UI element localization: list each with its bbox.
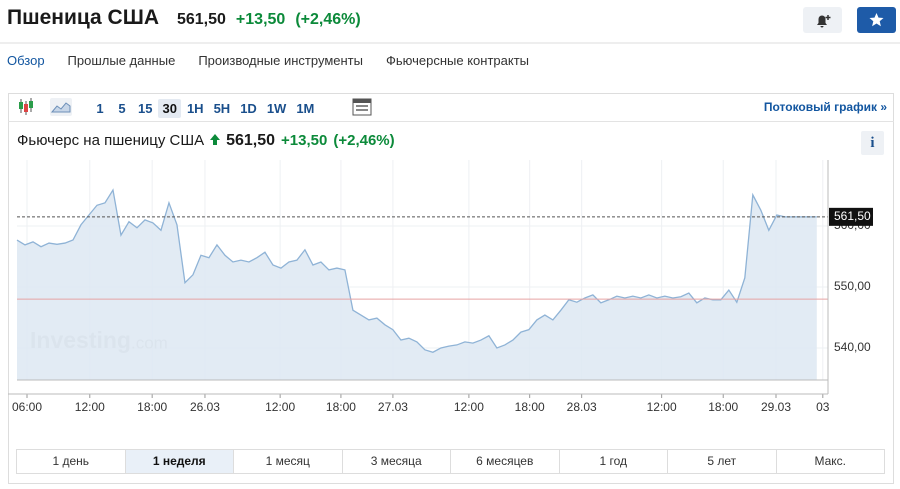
change: +13,50 (235, 11, 286, 28)
x-tick-label: 18:00 (515, 400, 545, 414)
change-percent: (+2,46%) (295, 11, 361, 28)
last-price-label: 561,50 (834, 209, 871, 223)
x-tick-label: 12:00 (647, 400, 677, 414)
chart-type-icons (19, 98, 72, 116)
tabs: Обзор Прошлые данные Производные инструмен… (7, 53, 529, 68)
star-icon (869, 13, 884, 27)
x-tick-label: 12:00 (75, 400, 105, 414)
header: Пшеница США 561,50 +13,50 (+2,46%) (7, 6, 361, 30)
x-tick-label: 12:00 (454, 400, 484, 414)
bell-icon (817, 15, 831, 28)
price: 561,50 (176, 11, 226, 28)
x-tick-label: 27.03 (378, 400, 408, 414)
interval-button[interactable]: 1H (186, 101, 204, 116)
tab[interactable]: Прошлые данные (67, 53, 176, 68)
chart-title: Фьючерс на пшеницу США (17, 132, 205, 149)
chart-change: +13,50 (281, 132, 328, 149)
range-button[interactable]: 1 месяц (233, 450, 342, 473)
chart: 06:00 12:00 18:00 26.03 12:00 18:00 27.03 12:00… (8, 160, 873, 414)
y-tick-label: 550,00 (834, 279, 871, 293)
y-tick-label: 540,00 (834, 340, 871, 354)
x-tick-label: 26.03 (190, 400, 220, 414)
range-selector: 1 день 1 неделя 1 месяц 3 месяца 6 месяцев 1 … (16, 449, 885, 474)
tab[interactable]: Производные инструменты (198, 53, 363, 68)
range-button[interactable]: 5 лет (667, 450, 776, 473)
watchlist-button[interactable] (857, 7, 896, 33)
range-button[interactable]: 1 неделя (124, 450, 233, 473)
interval-button[interactable]: 5 (118, 101, 126, 116)
interval-button[interactable]: 15 (138, 101, 153, 116)
range-button[interactable]: 3 месяца (341, 450, 451, 473)
x-tick-label: 12:00 (265, 400, 295, 414)
interval-button[interactable]: 1M (296, 101, 315, 116)
x-tick-label: 18:00 (137, 400, 167, 414)
x-tick-label: 06:00 (12, 400, 42, 414)
x-tick-label: 18:00 (326, 400, 356, 414)
calendar-icon[interactable] (352, 97, 372, 117)
chart-panel (8, 93, 894, 484)
last-price-tag (829, 207, 873, 226)
interval-button[interactable]: 1 (96, 101, 104, 116)
up-arrow (210, 134, 221, 145)
x-tick-label: 18:00 (708, 400, 738, 414)
range-button[interactable]: 1 год (558, 450, 668, 473)
chart-toolbar (8, 93, 894, 122)
range-button[interactable]: 6 месяцев (450, 450, 559, 473)
range-button[interactable]: 1 день (52, 454, 90, 468)
x-tick-label: 03 (816, 400, 830, 414)
interval-button[interactable]: 1D (240, 101, 257, 116)
tab[interactable]: Обзор (7, 53, 45, 68)
streaming-chart-link[interactable]: Потоковый график » (763, 100, 887, 114)
interval-button[interactable]: 5H (213, 101, 231, 116)
area-fill (17, 190, 817, 380)
interval-button[interactable]: 30 (158, 99, 181, 118)
instrument-title: Пшеница США (7, 6, 159, 29)
tab[interactable]: Фьючерсные контракты (385, 53, 529, 68)
x-tick-label: 28.03 (567, 400, 597, 414)
separator (0, 42, 900, 44)
intervals: 1 5 15 30 1H 5H 1D 1W 1M (90, 99, 318, 118)
interval-button[interactable]: 1W (266, 101, 287, 116)
price-line (16, 188, 817, 353)
chart-change-percent: (+2,46%) (333, 132, 395, 149)
chart-header: Фьючерс на пшеницу США 561,50 +13,50 (+2… (17, 132, 395, 150)
chart-price: 561,50 (226, 132, 276, 149)
range-button[interactable]: Макс. (775, 450, 885, 473)
x-tick-label: 29.03 (761, 400, 791, 414)
info-button[interactable]: i (861, 131, 884, 155)
alert-button[interactable] (803, 7, 842, 33)
